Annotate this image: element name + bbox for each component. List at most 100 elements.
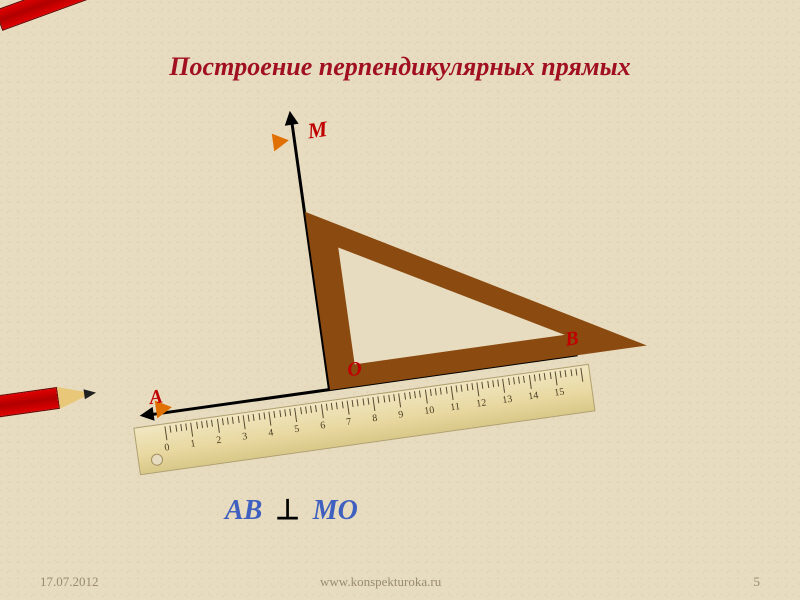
ruler-tick [575,369,577,376]
ruler-tick [508,378,510,385]
ruler-tick [341,401,343,408]
ruler-tick [362,398,364,405]
ruler-tick [580,368,583,382]
ruler-tick [404,393,406,400]
ruler-tick [466,384,468,391]
ruler-tick [560,371,562,378]
ruler-tick [237,416,239,423]
ruler-number: 3 [242,431,248,443]
ruler-tick [435,388,437,395]
slide: Построение перпендикулярных прямых [0,0,800,600]
ruler-tick [300,407,302,414]
ruler-tick [497,379,499,386]
ruler-tick [534,374,536,381]
ruler-tick [175,425,177,432]
ruler-tick [409,392,411,399]
ruler-tick [383,396,385,403]
ruler-tick [284,409,286,416]
ruler-tick [554,371,557,385]
ruler-tick [315,405,317,412]
ruler-tick [518,377,520,384]
ruler-tick [471,383,473,390]
ruler-tick [388,395,390,402]
ruler-tick [440,388,442,395]
label-m: M [306,116,329,144]
ruler-tick [523,376,525,383]
ruler-number: 2 [216,435,222,447]
ruler-tick [180,424,182,431]
ruler-tick [570,369,572,376]
pencil-top-body [0,0,256,31]
ruler-tick [263,412,265,419]
ruler-number: 7 [346,416,352,428]
ruler-tick [326,404,328,411]
ruler-tick [398,393,401,407]
footer-url: www.konspekturoka.ru [320,574,441,590]
ruler-number: 8 [372,413,378,425]
ruler-tick [253,414,255,421]
ruler-tick [482,382,484,389]
ruler-tick [544,373,546,380]
ruler-number: 9 [398,409,404,421]
label-o: O [346,357,364,382]
footer-page: 5 [754,574,761,590]
ruler-tick [513,377,515,384]
ruler-number: 6 [320,420,326,432]
ruler-tick [456,385,458,392]
ruler-tick [549,372,551,379]
ruler-tick [248,415,250,422]
ruler-number: 5 [294,424,300,436]
formula-lhs: AB [225,495,262,526]
ruler-tick [320,404,323,418]
footer-date: 17.07.2012 [40,574,99,590]
ruler-tick [222,418,224,425]
ruler-number: 15 [554,386,565,398]
ruler-tick [164,426,167,440]
ruler-tick [352,400,354,407]
ruler-tick [502,379,505,393]
ruler-tick [419,390,421,397]
ruler-tick [487,381,489,388]
ruler-tick [528,375,531,389]
ruler-number: 0 [164,442,170,454]
ruler-tick [190,423,193,437]
ruler-number: 11 [450,401,461,413]
ruler-tick [393,394,395,401]
ruler-number: 12 [476,397,487,409]
ruler-tick [211,420,213,427]
ruler-tick [258,413,260,420]
ruler-tick [268,412,271,426]
ruler-tick [196,422,198,429]
ruler-tick [492,380,494,387]
ruler-hole [150,453,164,467]
construction-stage: 0123456789101112131415 A B O M [0,0,800,600]
ruler-tick [450,386,453,400]
ruler-tick [227,417,229,424]
ruler-number: 4 [268,427,274,439]
formula-symbol: ⊥ [269,495,305,526]
ruler-tick [232,417,234,424]
ruler-tick [206,420,208,427]
ruler-tick [201,421,203,428]
ruler-tick [279,410,281,417]
ruler-tick [430,389,432,396]
label-a: A [148,385,164,410]
pencil-left-body [0,387,60,445]
ruler-tick [445,387,447,394]
pencil-left-lead [84,388,97,400]
ruler-tick [331,403,333,410]
ruler-number: 10 [424,405,435,417]
ruler-number: 13 [502,394,513,406]
ruler-tick [274,411,276,418]
anim-arrow-m [272,131,290,151]
ruler-number: 14 [528,390,539,402]
arrow-mo-top [283,110,299,126]
ruler-tick [336,402,338,409]
ruler-tick [242,415,245,429]
ruler-tick [372,397,375,411]
ruler-tick [414,391,416,398]
ruler-tick [476,382,479,396]
ruler-tick [357,399,359,406]
ruler-tick [367,398,369,405]
ruler-number: 1 [190,438,196,450]
